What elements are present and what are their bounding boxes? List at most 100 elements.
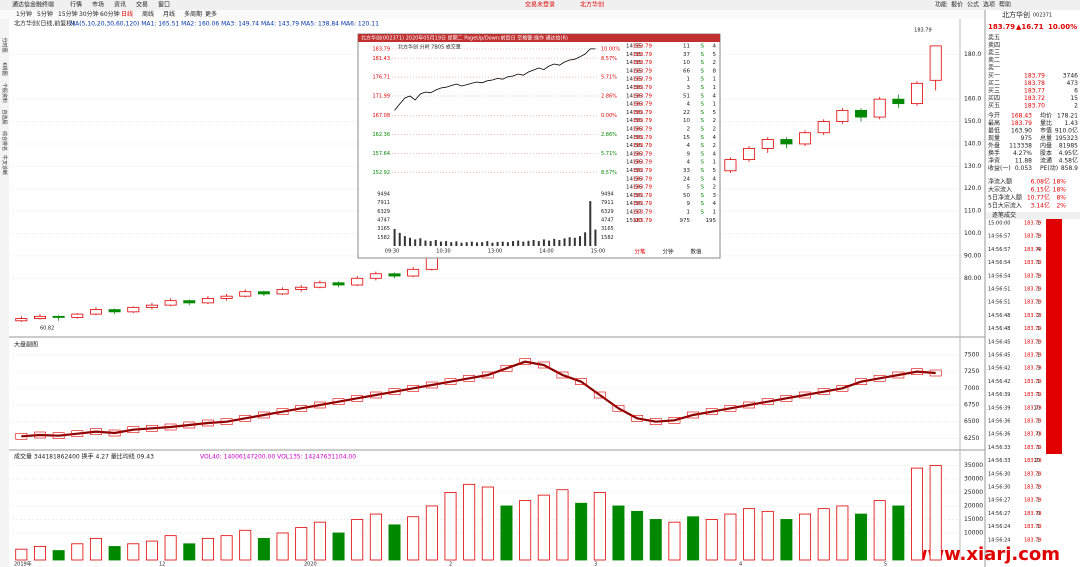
volume-bar: [687, 516, 700, 561]
low-label: 60.82: [40, 325, 54, 331]
deal-cell: 183.79: [1024, 260, 1042, 266]
popup-tab[interactable]: 分笔: [634, 248, 646, 256]
side-tab[interactable]: 分时图: [1, 37, 8, 52]
period-button[interactable]: 周线: [142, 10, 154, 18]
side-tab[interactable]: 个股资料: [1, 83, 8, 103]
x-tick-label: 13:00: [488, 249, 502, 255]
bid-cell: 183.79: [1024, 73, 1045, 80]
side-tab[interactable]: K线图: [1, 62, 8, 75]
tick-cell: 195: [706, 218, 717, 224]
side-tab[interactable]: 自选股: [1, 109, 8, 124]
stat-cell: 最低: [988, 127, 1000, 135]
bid-cell: 183.70: [1024, 103, 1045, 110]
tick-cell: 183.79: [633, 151, 653, 157]
deal-cell: 1: [1037, 471, 1040, 477]
period-button[interactable]: 多周期: [184, 10, 202, 18]
menu-item[interactable]: 交易: [136, 1, 148, 9]
menu-item[interactable]: 报价: [951, 1, 963, 9]
tick-cell: 183.79: [633, 160, 653, 166]
tick-cell: S: [701, 193, 705, 199]
popup-tab[interactable]: 分钟: [662, 248, 674, 256]
period-button[interactable]: 1分钟: [16, 10, 32, 18]
period-button[interactable]: 更多: [205, 10, 217, 18]
y-tick-label: 10000: [964, 529, 983, 536]
deal-cell: 1: [1037, 419, 1040, 425]
index-mark: [425, 381, 438, 389]
tick-cell: S: [701, 143, 705, 149]
candle-body: [257, 291, 270, 295]
tick-cell: 14:56: [626, 118, 642, 124]
tick-cell: 5: [713, 110, 717, 116]
volume-bar: [463, 483, 476, 561]
menu-item[interactable]: 选项: [983, 1, 995, 9]
menu-item[interactable]: 公式: [967, 1, 979, 9]
menu-item[interactable]: 功能: [935, 1, 947, 9]
index-mark: [817, 388, 830, 395]
deal-cell: 183.79: [1024, 498, 1042, 504]
stat-cell: 市值: [1040, 127, 1052, 135]
pct-label: 2.86%: [601, 132, 617, 138]
stat-cell: 总量: [1040, 134, 1052, 142]
deal-cell: 183.79: [1024, 221, 1042, 227]
index-mark: [295, 405, 308, 412]
tick-cell: 14:55: [626, 52, 642, 58]
y-tick-label: 4747: [377, 218, 390, 224]
flow-cell: 10.77亿: [1027, 194, 1050, 202]
menu-item[interactable]: 资讯: [114, 1, 126, 9]
tick-cell: 15:00: [626, 218, 642, 224]
y-tick-label: 7911: [377, 200, 390, 206]
period-button[interactable]: 月线: [163, 10, 175, 18]
x-tick-label: 15:00: [591, 249, 605, 255]
stat-cell: 178.21: [1057, 113, 1078, 120]
tick-cell: 14:56: [626, 127, 642, 133]
y-tick-label: 6329: [601, 209, 614, 215]
deal-cell: 14:56:30: [988, 471, 1010, 477]
menu-item[interactable]: 帮助: [999, 1, 1011, 9]
candle-body: [743, 148, 756, 161]
period-button[interactable]: 日线: [121, 10, 133, 18]
stat-cell: 81985: [1059, 143, 1078, 150]
period-button[interactable]: 5分钟: [37, 10, 53, 18]
menu-item[interactable]: 市场: [92, 1, 104, 9]
deal-cell: 1: [1037, 339, 1040, 345]
period-button[interactable]: 60分钟: [100, 10, 120, 18]
tick-cell: 1: [713, 210, 717, 216]
volume-bar: [575, 502, 588, 561]
index-mark: [799, 391, 811, 399]
deal-cell: 15:00:00: [988, 221, 1010, 227]
volume-bar: [817, 508, 830, 561]
tick-cell: 15: [683, 135, 690, 141]
menu-item[interactable]: 行情: [70, 1, 82, 9]
volume-bar: [52, 550, 65, 561]
side-tab[interactable]: 综合排名: [1, 131, 8, 151]
volume-bar: [799, 513, 812, 561]
volume-bar: [500, 505, 513, 561]
tick-cell: 2: [713, 143, 717, 149]
x-tick-label: 2020: [304, 562, 317, 567]
popup-tab[interactable]: 数值: [690, 248, 702, 256]
ask-label: 卖四: [988, 42, 1000, 49]
tick-cell: 9: [687, 201, 691, 207]
side-strip: [0, 19, 9, 567]
period-button[interactable]: 30分钟: [79, 10, 99, 18]
tick-cell: 183.79: [633, 135, 653, 141]
period-button[interactable]: 15分钟: [58, 10, 78, 18]
ma-legend: MA(5,10,20,30,60,120) MA1: 165.51 MA2: 1…: [70, 21, 379, 28]
side-tab[interactable]: 牛叉诊断: [1, 155, 8, 175]
y-tick-label: 6750: [964, 402, 979, 409]
deal-cell: 1: [1037, 379, 1040, 385]
index-mark: [351, 395, 364, 402]
menu-item[interactable]: 窗口: [158, 1, 170, 9]
deal-cell: 14:56:27: [988, 511, 1010, 517]
tick-cell: 183.79: [633, 77, 653, 83]
high-label: 183.79: [914, 28, 932, 34]
y-tick-label: 110.0: [964, 208, 981, 215]
stat-cell: 净资: [988, 157, 1000, 165]
tick-cell: S: [701, 118, 705, 124]
volume-bar: [127, 543, 140, 561]
candle-body: [108, 309, 121, 313]
index-mark: [780, 395, 793, 402]
tick-cell: 1: [713, 77, 717, 83]
bid-cell: 6: [1074, 88, 1078, 95]
